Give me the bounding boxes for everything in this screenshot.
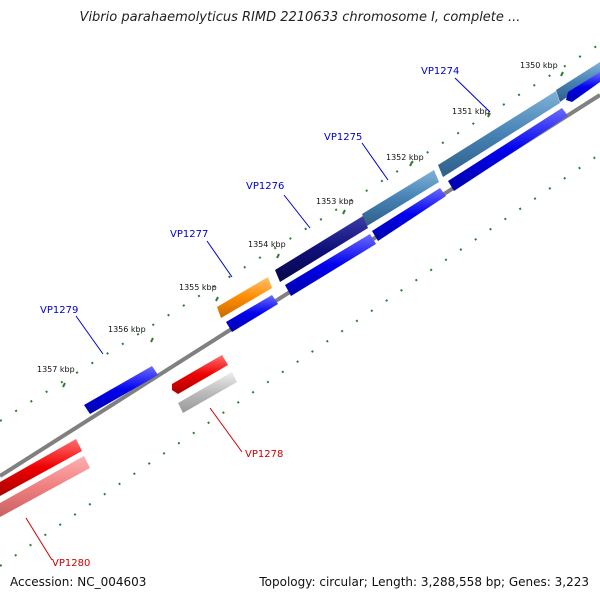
gene-arrow-VP1279[interactable] bbox=[84, 366, 158, 414]
forward-gene-arrow-1[interactable] bbox=[566, 72, 600, 102]
gene-label-VP1278[interactable]: VP1278 bbox=[245, 449, 283, 460]
major-ticks bbox=[62, 71, 564, 388]
gene-arrow-VP1278-red[interactable] bbox=[172, 355, 228, 394]
gene-label-VP1279[interactable]: VP1279 bbox=[40, 305, 78, 316]
gene-bar-VP1274-a[interactable] bbox=[556, 62, 600, 102]
reverse-gene-track bbox=[0, 355, 237, 517]
outer-tick-track bbox=[0, 43, 600, 422]
accession-text: Accession: NC_004603 bbox=[10, 575, 147, 589]
ruler-labels: 1350 kbp 1351 kbp 1352 kbp 1353 kbp 1354… bbox=[37, 61, 558, 374]
gene-label-VP1280[interactable]: VP1280 bbox=[52, 558, 90, 569]
forward-gene-arrow-4[interactable] bbox=[285, 234, 376, 296]
forward-gene-arrow-2[interactable] bbox=[448, 108, 568, 191]
tick-label-1351: 1351 kbp bbox=[452, 107, 490, 116]
gene-bar-VP1277[interactable] bbox=[217, 277, 272, 318]
forward-gene-track bbox=[84, 72, 600, 414]
tick-label-1352: 1352 kbp bbox=[386, 153, 424, 162]
gene-arrow-VP1280-lightred[interactable] bbox=[0, 456, 90, 517]
gene-bar-VP1274-b[interactable] bbox=[438, 91, 560, 177]
feature-track bbox=[217, 62, 600, 318]
gene-bar-VP1275[interactable] bbox=[362, 170, 439, 226]
tick-label-1350: 1350 kbp bbox=[520, 61, 558, 70]
gene-bar-VP1276[interactable] bbox=[275, 216, 368, 282]
tick-label-1357: 1357 kbp bbox=[37, 365, 75, 374]
gene-arrow-VP1278-gray[interactable] bbox=[178, 372, 237, 413]
forward-gene-arrow-5[interactable] bbox=[226, 295, 278, 332]
label-leaders bbox=[25, 77, 491, 561]
gene-labels: VP1274 VP1275 VP1276 VP1277 VP1278 VP127… bbox=[40, 66, 459, 569]
tick-label-1356: 1356 kbp bbox=[108, 325, 146, 334]
genome-summary-text: Topology: circular; Length: 3,288,558 bp… bbox=[259, 575, 589, 589]
gene-label-VP1274[interactable]: VP1274 bbox=[421, 66, 459, 77]
tick-label-1355: 1355 kbp bbox=[179, 283, 217, 292]
gene-label-VP1276[interactable]: VP1276 bbox=[246, 181, 284, 192]
gene-label-VP1275[interactable]: VP1275 bbox=[324, 132, 362, 143]
forward-gene-arrow-3[interactable] bbox=[372, 188, 446, 241]
tick-label-1354: 1354 kbp bbox=[248, 240, 286, 249]
map-title: Vibrio parahaemolyticus RIMD 2210633 chr… bbox=[79, 10, 521, 25]
gene-arrow-VP1280-red[interactable] bbox=[0, 439, 82, 496]
tick-label-1353: 1353 kbp bbox=[316, 197, 354, 206]
gene-label-VP1277[interactable]: VP1277 bbox=[170, 229, 208, 240]
